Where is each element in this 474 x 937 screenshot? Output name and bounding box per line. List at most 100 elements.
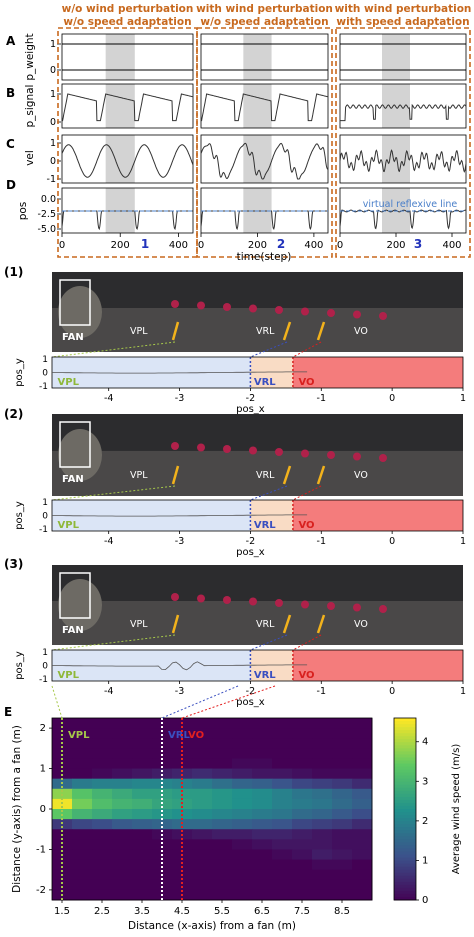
heatmap-cell <box>112 748 133 759</box>
heatmap-cell <box>352 758 373 770</box>
heatmap-cell <box>72 829 93 840</box>
x-tick-label: 0 <box>389 686 395 697</box>
heatmap-cell <box>132 839 153 850</box>
heatmap-cell <box>292 889 313 901</box>
x-tick-label: 0 <box>389 393 395 404</box>
reference-line-label: VPL <box>68 730 90 741</box>
heatmap-cell <box>112 718 133 729</box>
fan-object <box>58 579 102 631</box>
column-title: with speed adaptation <box>336 16 469 28</box>
heatmap-cell <box>252 849 273 861</box>
colorbar-segment <box>394 727 416 731</box>
y-tick-label: -1 <box>36 844 46 855</box>
heatmap-cell <box>232 758 253 770</box>
heatmap-cell <box>112 798 133 810</box>
x-tick-label: -2 <box>246 686 255 697</box>
heatmap-cell <box>352 849 373 861</box>
heatmap-cell <box>292 879 313 891</box>
reference-marker <box>282 321 292 341</box>
perturbation-shade <box>243 135 272 183</box>
perturbation-shade <box>382 34 410 80</box>
heatmap-cell <box>212 819 233 830</box>
heatmap-cell <box>72 809 93 820</box>
heatmap-cell <box>132 879 153 891</box>
axes-frame <box>61 83 194 129</box>
photo-marker-label: VRL <box>256 326 275 337</box>
heatmap-cell <box>252 778 273 790</box>
robot-marker <box>223 445 231 453</box>
heatmap-cell <box>272 748 293 759</box>
colorbar-tick-label: 0 <box>422 895 428 906</box>
heatmap-cell <box>332 788 353 800</box>
fan-label: FAN <box>62 332 84 343</box>
heatmap-cell <box>192 798 213 810</box>
heatmap-cell <box>192 788 213 800</box>
heatmap-cell <box>192 758 213 770</box>
condition-box <box>196 27 333 258</box>
colorbar-segment <box>394 887 416 892</box>
heatmap-cell <box>212 829 233 840</box>
heatmap-cell <box>292 788 313 800</box>
heatmap-cell <box>272 788 293 800</box>
signal-trace <box>62 93 194 122</box>
robot-marker <box>379 605 387 613</box>
heatmap-cell <box>272 728 293 739</box>
x-tick-label: 0 <box>337 240 343 251</box>
photo-marker-label: VRL <box>256 619 275 630</box>
photo-marker-label: VPL <box>130 470 148 481</box>
heatmap-cell <box>172 879 193 891</box>
heatmap-cell <box>272 809 293 820</box>
region-fill <box>292 357 463 388</box>
heatmap-cell <box>112 809 133 820</box>
condition-box <box>335 27 471 258</box>
heatmap-cell <box>292 859 313 871</box>
heatmap-cell <box>252 819 273 830</box>
robot-marker <box>197 443 205 452</box>
y-tick-label: -2 <box>36 885 46 896</box>
heatmap-cell <box>172 798 193 810</box>
vpl-connector <box>51 341 176 358</box>
heatmap-cell <box>332 859 353 871</box>
x-tick-label: -3 <box>175 536 184 547</box>
colorbar-segment <box>394 721 416 725</box>
colorbar-segment <box>394 878 416 883</box>
heatmap-cell <box>92 728 113 739</box>
heatmap-cell <box>232 809 253 820</box>
colorbar-segment <box>394 763 416 768</box>
x-tick-label: 400 <box>304 240 323 251</box>
reference-marker <box>171 321 180 341</box>
region-label: VO <box>298 520 314 531</box>
x-axis-label: pos_x <box>236 547 265 558</box>
colorbar-segment <box>394 836 416 840</box>
heatmap-cell <box>352 778 373 790</box>
x-tick-label: 0 <box>198 240 204 251</box>
heatmap-cell <box>72 879 93 891</box>
heatmap-cell <box>212 809 233 820</box>
heatmap-cell <box>352 738 373 749</box>
heatmap-cell <box>272 819 293 830</box>
heatmap-cell <box>92 788 113 800</box>
y-tick-label: 0 <box>50 117 56 128</box>
heatmap-cell <box>312 869 333 881</box>
x-axis-label: pos_x <box>236 697 265 708</box>
heatmap-cell <box>272 869 293 881</box>
robot-marker <box>379 454 387 462</box>
y-tick-label: 0 <box>40 804 46 815</box>
heatmap-cell <box>352 809 373 820</box>
heatmap-cell <box>252 788 273 800</box>
heatmap-cell <box>112 879 133 891</box>
heatmap-cell <box>92 809 113 820</box>
heatmap-cell <box>232 889 253 901</box>
colorbar-segment <box>394 787 416 792</box>
heatmap-cell <box>172 819 193 830</box>
heatmap-cell <box>192 728 213 739</box>
x-tick-label: 1 <box>460 393 466 404</box>
heatmap-cell <box>352 869 373 881</box>
colorbar-segment <box>394 821 416 825</box>
heatmap-cell <box>92 849 113 861</box>
robot-trajectory <box>51 514 308 517</box>
y-tick-label: 1 <box>42 648 48 658</box>
heatmap-cell <box>212 728 233 739</box>
photo-marker-label: VRL <box>256 470 275 481</box>
vrl-connector <box>250 634 288 651</box>
